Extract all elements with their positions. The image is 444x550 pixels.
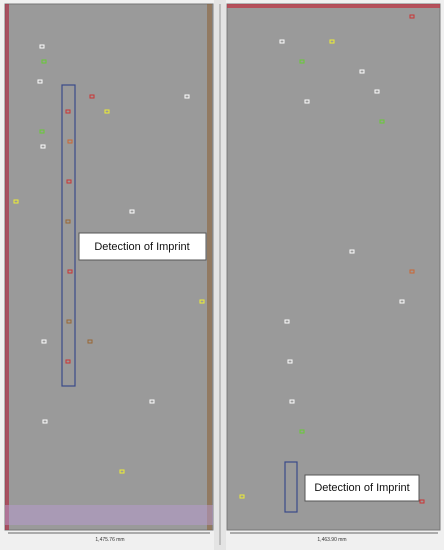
defect — [13, 199, 19, 204]
defect — [399, 299, 405, 304]
defect — [409, 14, 415, 19]
defect — [66, 319, 72, 324]
defect — [66, 179, 72, 184]
scale-label: 1,475.76 mm — [95, 537, 124, 543]
annotation-box — [304, 474, 420, 502]
defect — [239, 494, 245, 499]
defect — [149, 399, 155, 404]
defect — [42, 419, 48, 424]
defect — [129, 209, 135, 214]
defect — [299, 429, 305, 434]
defect — [419, 499, 425, 504]
defect — [284, 319, 290, 324]
defect — [184, 94, 190, 99]
defect — [41, 339, 47, 344]
defect — [289, 399, 295, 404]
defect — [65, 109, 71, 114]
imprint-region — [61, 84, 76, 387]
defect — [374, 89, 380, 94]
defect — [359, 69, 365, 74]
annotation: Detection of Imprint — [314, 482, 409, 494]
defects-left — [13, 44, 205, 474]
defect — [329, 39, 335, 44]
defect — [41, 59, 47, 64]
defect — [287, 359, 293, 364]
defect — [87, 339, 93, 344]
defect — [304, 99, 310, 104]
defect — [279, 39, 285, 44]
defect — [379, 119, 385, 124]
defect — [349, 249, 355, 254]
left-edge — [5, 4, 9, 530]
top-edge — [227, 4, 440, 8]
scale-label: 1,463.90 mm — [317, 537, 346, 543]
defect — [37, 79, 43, 84]
right-edge — [207, 4, 212, 530]
left-map — [4, 3, 214, 531]
defect — [67, 269, 73, 274]
defect — [40, 144, 46, 149]
annotation: Detection of Imprint — [94, 241, 189, 253]
defect — [409, 269, 415, 274]
defect — [299, 59, 305, 64]
right-map — [226, 3, 441, 531]
defect — [199, 299, 205, 304]
defect — [65, 219, 71, 224]
defect — [39, 129, 45, 134]
defects-right — [239, 14, 425, 504]
defect — [119, 469, 125, 474]
defect — [39, 44, 45, 49]
defect — [67, 139, 73, 144]
defect — [104, 109, 110, 114]
annotation-box — [78, 232, 207, 261]
defect — [89, 94, 95, 99]
imprint-region — [284, 461, 298, 513]
bottom-band — [5, 505, 213, 525]
defect — [65, 359, 71, 364]
